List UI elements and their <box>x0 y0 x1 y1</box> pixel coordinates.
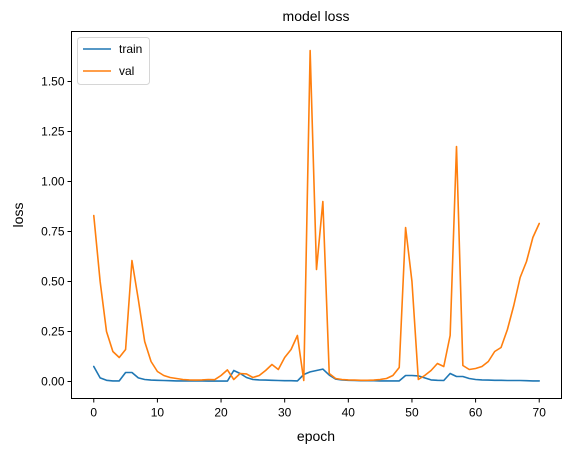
y-tick-label: 1.25 <box>41 125 65 139</box>
series-layer <box>92 49 541 382</box>
y-axis-title: loss <box>10 203 26 228</box>
plot-frame <box>71 31 562 399</box>
x-axis-title: epoch <box>297 428 335 444</box>
y-tick-label: 0.00 <box>41 375 65 389</box>
x-tick-label: 40 <box>342 406 356 420</box>
y-tick-label: 0.50 <box>41 275 65 289</box>
x-tick-label: 70 <box>533 406 547 420</box>
legend-label-val: val <box>119 64 134 78</box>
y-tick-label: 1.50 <box>41 75 65 89</box>
y-axis: 0.00 0.25 0.50 0.75 1.00 1.25 1.50 <box>41 75 72 389</box>
legend: train val <box>77 37 150 85</box>
series-line-val <box>92 49 541 382</box>
y-tick-label: 0.25 <box>41 325 65 339</box>
plot-area <box>71 31 562 399</box>
y-tick-label: 1.00 <box>41 175 65 189</box>
legend-label-train: train <box>119 42 142 56</box>
x-tick-label: 30 <box>278 406 292 420</box>
x-tick-label: 50 <box>405 406 419 420</box>
x-tick-label: 60 <box>469 406 483 420</box>
x-tick-label: 0 <box>90 406 97 420</box>
x-tick-label: 20 <box>214 406 228 420</box>
chart-title: model loss <box>283 8 350 24</box>
x-tick-label: 10 <box>151 406 165 420</box>
y-tick-label: 0.75 <box>41 225 65 239</box>
x-axis: 0 10 20 30 40 50 60 70 <box>90 398 547 420</box>
series-line-train <box>92 365 541 382</box>
